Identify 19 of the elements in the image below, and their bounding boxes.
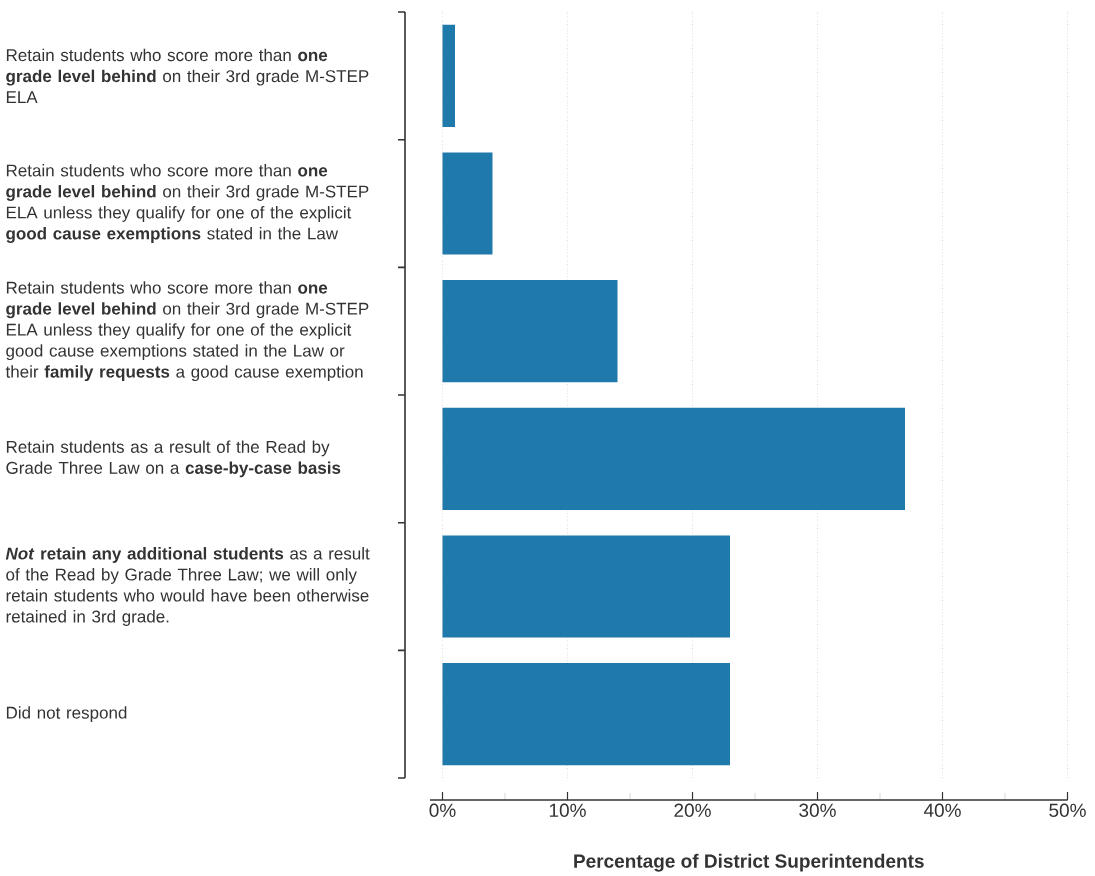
bar — [442, 152, 493, 255]
category-label: Retain students who score more than one grade level behind on their 3rd grade M-STEP ELA unless they qualify for one of the explicit good cause exemptions stated in the Law or their family requests a good cause exemption — [5, 281, 369, 382]
bar — [442, 280, 618, 383]
x-tick-label: 20% — [674, 803, 711, 817]
x-tick-label: 40% — [923, 803, 961, 817]
bar — [442, 24, 455, 127]
x-tick-label: 10% — [549, 803, 586, 817]
y-tick-label: Retain students as a result of the Read by Grade Three Law on a case-by-case basis — [6, 440, 341, 478]
x-tick-label: 0% — [429, 803, 456, 817]
x-tick-label: 50% — [1049, 803, 1086, 817]
bar — [442, 407, 905, 510]
x-tick-label: 30% — [799, 803, 836, 817]
category-label: Not retain any additional students as a result of the Read by Grade Three Law; we will only retain students who would have been otherwise retained in 3rd grade. — [5, 547, 370, 626]
category-label: Retain students who score more than one grade level behind on their 3rd grade M-STEP ELA — [6, 48, 369, 103]
bar — [442, 663, 730, 766]
bar — [442, 535, 730, 638]
category-label: Retain students who score more than one grade level behind on their 3rd grade M-STEP ELA unless they qualify for one of the explicit good cause exemptions stated in the Law — [6, 164, 369, 243]
y-tick-label: Did not respond — [6, 706, 127, 723]
x-axis-title: Percentage of District Superintendents — [574, 853, 924, 872]
